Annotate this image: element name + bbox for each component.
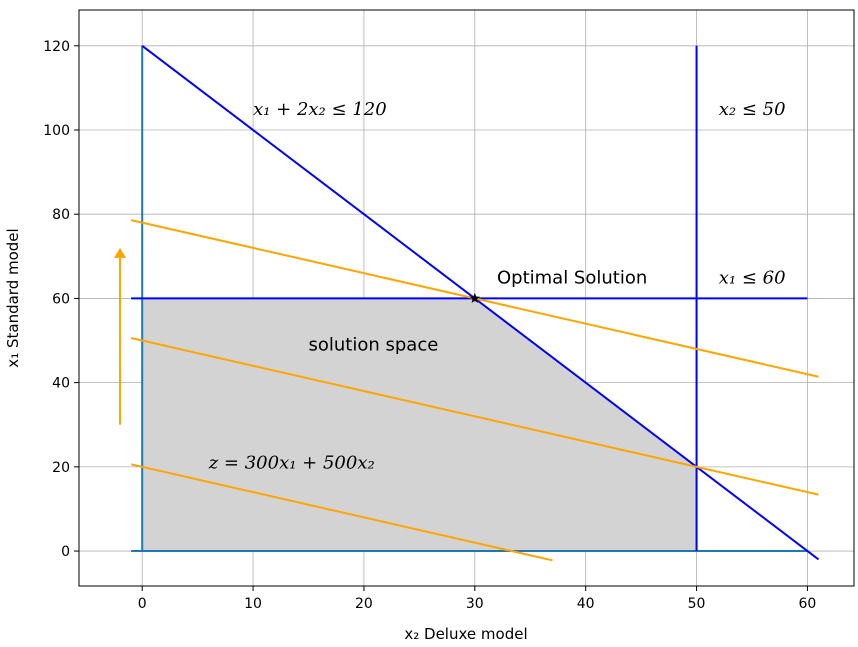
annotation-label: z = 300x₁ + 500x₂: [208, 453, 375, 474]
x-tick-label: 20: [355, 596, 373, 612]
annotation-label: x₁ ≤ 60: [719, 267, 786, 288]
series-layer: [114, 44, 820, 562]
y-tick-label: 0: [61, 544, 70, 560]
marker-layer: [469, 292, 481, 303]
annotation-layer: x₁ + 2x₂ ≤ 120 x₂ ≤ 50 Optimal Solution x₁ …: [208, 99, 786, 474]
constraint-line: [141, 44, 820, 561]
direction-arrow-head: [114, 247, 127, 258]
x-tick-label: 10: [244, 596, 262, 612]
objective-line: [130, 463, 553, 562]
objective-line: [130, 337, 819, 496]
x-tick-label: 60: [799, 596, 817, 612]
x-tick-label: 30: [466, 596, 484, 612]
annotation-label: x₁ + 2x₂ ≤ 120: [253, 99, 387, 120]
annotation-label: Optimal Solution: [497, 267, 647, 288]
y-tick-label: 120: [43, 39, 70, 55]
annotation-label: x₂ ≤ 50: [719, 99, 786, 120]
y-tick-label: 20: [52, 460, 70, 476]
y-tick-label: 40: [52, 376, 70, 392]
solution-region-layer: [142, 298, 697, 552]
x-tick-label: 40: [577, 596, 595, 612]
x-axis-label: x₂ Deluxe model: [404, 625, 527, 643]
axis-labels: x₂ Deluxe model x₁ Standard model: [4, 228, 528, 643]
y-tick-label: 80: [52, 207, 70, 223]
solution-space-region: [142, 298, 697, 552]
y-axis-label: x₁ Standard model: [4, 228, 22, 367]
optimal-solution-star: [469, 292, 481, 303]
x-tick-label: 0: [138, 596, 147, 612]
ticks-layer: 0 10 20 30 40 50 60 0 20 40 60 80 100 120: [43, 39, 816, 612]
annotation-label: solution space: [309, 335, 439, 356]
x-tick-label: 50: [688, 596, 706, 612]
y-tick-label: 60: [52, 291, 70, 307]
y-tick-label: 100: [43, 123, 70, 139]
